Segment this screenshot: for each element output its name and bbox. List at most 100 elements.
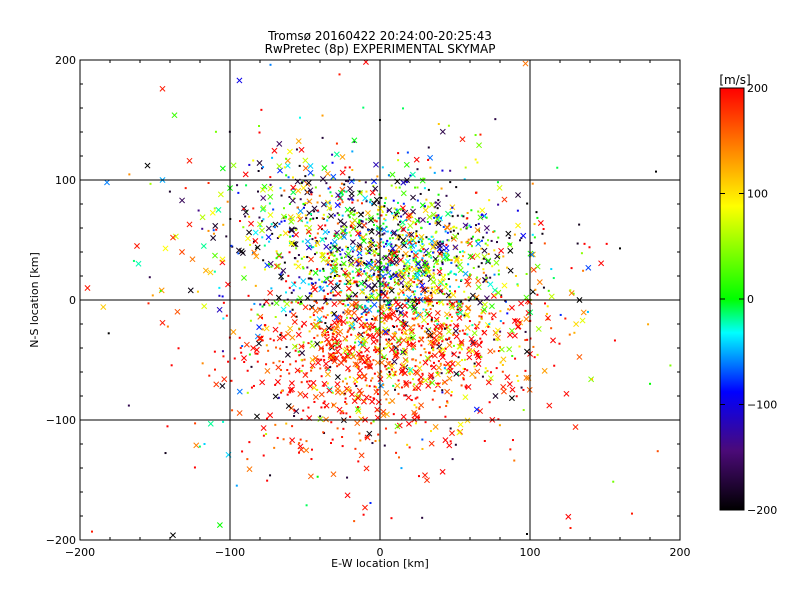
point-dot bbox=[377, 202, 380, 205]
point-dot bbox=[450, 259, 453, 262]
point-dot bbox=[408, 254, 411, 257]
point-dot bbox=[320, 320, 323, 323]
point-cross bbox=[462, 394, 469, 401]
point-cross bbox=[363, 465, 370, 472]
point-dot bbox=[384, 242, 387, 245]
point-dot bbox=[341, 445, 344, 448]
point-dot bbox=[310, 322, 313, 325]
point-dot bbox=[343, 183, 346, 186]
point-dot bbox=[445, 326, 448, 329]
point-dot bbox=[433, 216, 436, 219]
point-cross bbox=[403, 161, 410, 168]
point-dot bbox=[524, 339, 527, 342]
point-dot bbox=[303, 358, 306, 361]
point-cross bbox=[323, 360, 329, 367]
point-dot bbox=[346, 335, 349, 338]
point-dot bbox=[385, 213, 388, 216]
point-dot bbox=[430, 430, 433, 433]
point-dot bbox=[406, 255, 409, 258]
point-dot bbox=[279, 273, 282, 276]
point-dot bbox=[227, 360, 230, 363]
point-dot bbox=[374, 319, 377, 322]
point-dot bbox=[397, 379, 400, 382]
point-dot bbox=[613, 339, 616, 342]
point-dot bbox=[357, 317, 360, 320]
point-cross bbox=[481, 301, 488, 308]
point-dot bbox=[342, 225, 345, 228]
point-dot bbox=[394, 213, 397, 216]
point-dot bbox=[285, 157, 288, 160]
point-cross bbox=[216, 522, 223, 529]
point-dot bbox=[312, 217, 315, 220]
point-dot bbox=[553, 364, 556, 367]
point-dot bbox=[335, 142, 338, 145]
point-cross bbox=[428, 201, 435, 208]
point-dot bbox=[393, 346, 396, 349]
point-dot bbox=[356, 229, 359, 232]
point-cross bbox=[421, 287, 428, 294]
point-dot bbox=[478, 321, 481, 324]
point-dot bbox=[446, 317, 449, 320]
point-dot bbox=[244, 215, 247, 218]
point-dot bbox=[280, 271, 283, 274]
point-dot bbox=[397, 152, 400, 155]
point-dot bbox=[395, 310, 398, 313]
scatter-points bbox=[84, 60, 672, 539]
point-dot bbox=[397, 292, 400, 295]
point-dot bbox=[300, 358, 303, 361]
point-dot bbox=[339, 253, 342, 256]
point-dot bbox=[333, 277, 336, 280]
point-dot bbox=[369, 198, 372, 201]
point-dot bbox=[389, 264, 392, 267]
point-dot bbox=[235, 484, 238, 487]
point-cross bbox=[327, 279, 334, 286]
point-dot bbox=[428, 351, 431, 354]
point-dot bbox=[344, 179, 347, 182]
chart-subtitle: RwPretec (8p) EXPERIMENTAL SKYMAP bbox=[265, 42, 496, 56]
point-dot bbox=[415, 235, 418, 238]
point-cross bbox=[202, 267, 209, 274]
point-dot bbox=[360, 312, 363, 315]
point-dot bbox=[315, 240, 318, 243]
point-dot bbox=[279, 347, 282, 350]
point-dot bbox=[345, 339, 348, 342]
point-dot bbox=[242, 226, 245, 229]
point-dot bbox=[392, 413, 395, 416]
point-dot bbox=[354, 447, 357, 450]
point-cross bbox=[437, 323, 444, 330]
point-dot bbox=[451, 458, 454, 461]
point-cross bbox=[500, 356, 507, 363]
point-dot bbox=[364, 379, 367, 382]
point-dot bbox=[495, 241, 498, 244]
point-cross bbox=[340, 260, 347, 267]
point-dot bbox=[369, 360, 372, 363]
point-cross bbox=[393, 280, 400, 287]
point-dot bbox=[405, 219, 408, 222]
point-cross bbox=[515, 222, 522, 229]
point-dot bbox=[389, 231, 392, 234]
point-dot bbox=[356, 199, 359, 202]
point-dot bbox=[303, 255, 306, 258]
point-dot bbox=[342, 303, 345, 306]
point-cross bbox=[425, 269, 432, 276]
point-dot bbox=[434, 201, 437, 204]
point-dot bbox=[314, 281, 317, 284]
point-cross bbox=[389, 335, 396, 342]
point-dot bbox=[326, 285, 329, 288]
point-dot bbox=[375, 220, 378, 223]
point-dot bbox=[449, 440, 452, 443]
point-cross bbox=[409, 171, 416, 178]
point-cross bbox=[193, 442, 200, 449]
point-dot bbox=[423, 297, 426, 300]
point-dot bbox=[444, 415, 447, 418]
point-cross bbox=[418, 402, 425, 409]
point-cross bbox=[392, 214, 399, 221]
point-cross bbox=[291, 319, 298, 325]
point-dot bbox=[361, 306, 364, 309]
point-dot bbox=[405, 234, 408, 237]
point-dot bbox=[147, 302, 150, 305]
point-dot bbox=[374, 317, 377, 320]
point-dot bbox=[307, 277, 310, 280]
point-dot bbox=[476, 161, 479, 164]
point-cross bbox=[320, 201, 327, 208]
